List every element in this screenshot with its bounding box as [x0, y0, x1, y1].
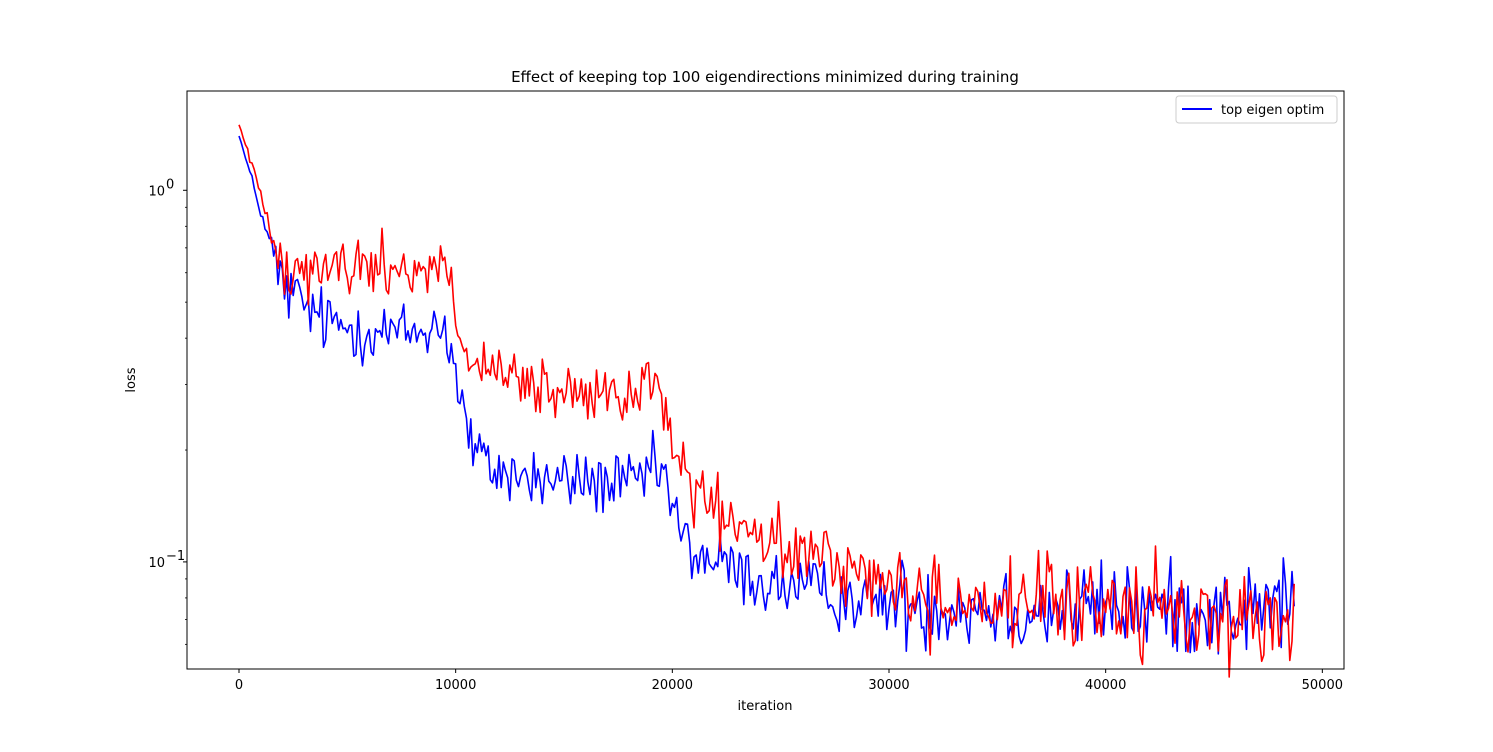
- plot-area-frame: [186, 90, 1345, 670]
- series-line-top-eigen-optim: [238, 135, 1295, 655]
- legend: top eigen optim: [1175, 95, 1338, 124]
- series-line-series-2: [238, 124, 1295, 678]
- x-tick-label: 10000: [435, 678, 476, 693]
- y-tick-label: 10: [148, 556, 165, 571]
- legend-box: [1175, 95, 1338, 124]
- x-tick-label: 20000: [652, 678, 693, 693]
- chart-title: Effect of keeping top 100 eigendirection…: [511, 68, 1019, 86]
- x-tick-label: 30000: [868, 678, 909, 693]
- y-tick-label: 10: [148, 184, 165, 199]
- y-axis-label: loss: [124, 367, 139, 392]
- x-tick-label: 40000: [1085, 678, 1126, 693]
- y-tick-exponent: 0: [166, 177, 174, 192]
- x-tick-label: 0: [235, 678, 243, 693]
- x-axis: 0 10000 20000 30000 40000 50000: [235, 669, 1343, 693]
- legend-label-top-eigen-optim: top eigen optim: [1221, 103, 1324, 118]
- y-tick-exponent: −1: [166, 549, 185, 564]
- series-layer: [238, 124, 1295, 678]
- x-axis-label: iteration: [738, 699, 793, 714]
- x-tick-label: 50000: [1302, 678, 1343, 693]
